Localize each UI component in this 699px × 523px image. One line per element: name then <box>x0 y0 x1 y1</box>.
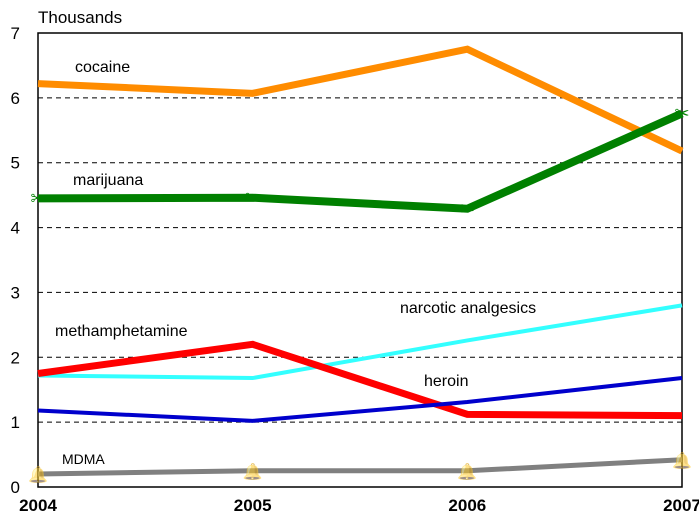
series-lines: ✂ ✂ ✂ ✂ 🔔 🔔 🔔 🔔 <box>28 45 692 484</box>
series-line-heroin <box>37 376 683 423</box>
series-label-narcotic-analgesics: narcotic analgesics <box>400 300 536 317</box>
y-tick-label: 4 <box>11 219 20 238</box>
y-axis-label: Thousands <box>38 8 122 27</box>
series-label-marijuana: marijuana <box>73 172 143 189</box>
scissors-marker-icon: ✂ <box>674 103 689 124</box>
x-axis: 2004 2005 2006 2007 <box>19 496 699 515</box>
scissors-marker-icon: ✂ <box>245 188 260 209</box>
series-label-heroin: heroin <box>424 373 468 390</box>
scissors-marker-icon: ✂ <box>30 188 45 209</box>
series-label-cocaine: cocaine <box>75 59 130 76</box>
gridlines <box>38 97 682 423</box>
series-labels: cocaine marijuana narcotic analgesics metha… <box>55 59 536 467</box>
y-tick-label: 0 <box>11 478 20 497</box>
series-line-methamphetamine <box>37 340 683 420</box>
y-tick-label: 6 <box>11 89 20 108</box>
x-tick-label: 2007 <box>663 496 699 515</box>
bell-marker-icon: 🔔 <box>243 462 263 481</box>
bell-marker-icon: 🔔 <box>457 462 477 481</box>
scissors-marker-icon: ✂ <box>460 199 475 220</box>
y-tick-label: 7 <box>11 24 20 43</box>
series-line-marijuana <box>37 109 684 213</box>
y-tick-label: 3 <box>11 283 20 302</box>
y-axis: 0 1 2 3 4 5 6 7 <box>11 24 20 497</box>
bell-marker-icon: 🔔 <box>672 451 692 470</box>
y-tick-label: 1 <box>11 413 20 432</box>
y-tick-label: 5 <box>11 154 20 173</box>
x-tick-label: 2006 <box>448 496 486 515</box>
x-tick-label: 2004 <box>19 496 57 515</box>
bell-marker-icon: 🔔 <box>28 465 48 484</box>
x-tick-label: 2005 <box>234 496 272 515</box>
series-line-mdma <box>37 457 683 477</box>
series-label-mdma: MDMA <box>62 451 105 467</box>
plot-frame <box>37 32 683 488</box>
series-line-narcotic-analgesics <box>37 303 683 381</box>
series-line-cocaine <box>37 45 684 155</box>
series-label-methamphetamine: methamphetamine <box>55 323 188 340</box>
y-tick-label: 2 <box>11 348 20 367</box>
